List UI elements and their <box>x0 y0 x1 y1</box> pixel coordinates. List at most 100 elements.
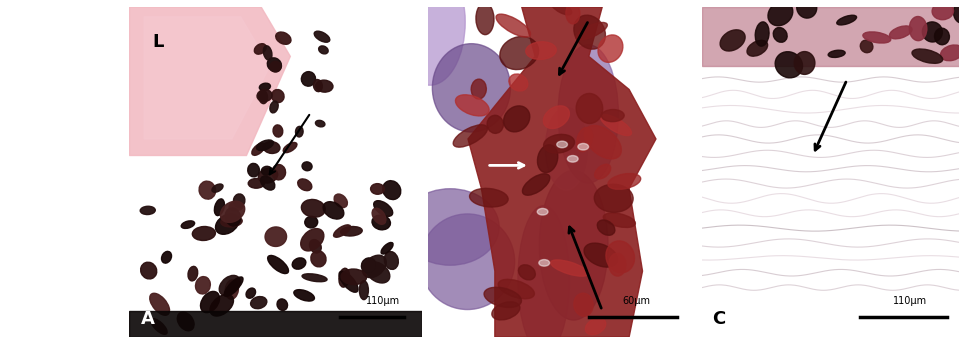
Ellipse shape <box>302 162 312 171</box>
Ellipse shape <box>150 293 170 315</box>
Ellipse shape <box>362 258 376 273</box>
Ellipse shape <box>909 17 926 41</box>
Text: 110μm: 110μm <box>366 296 401 306</box>
Ellipse shape <box>550 0 572 15</box>
Ellipse shape <box>608 173 641 189</box>
Ellipse shape <box>250 297 267 309</box>
Ellipse shape <box>257 90 272 101</box>
Ellipse shape <box>263 141 280 153</box>
Ellipse shape <box>454 125 487 147</box>
Ellipse shape <box>297 179 312 191</box>
Text: 110μm: 110μm <box>893 296 927 306</box>
Ellipse shape <box>471 79 486 99</box>
Ellipse shape <box>381 243 393 254</box>
Ellipse shape <box>247 163 259 177</box>
Ellipse shape <box>863 32 891 43</box>
Ellipse shape <box>248 179 265 188</box>
Ellipse shape <box>254 44 267 54</box>
Ellipse shape <box>225 280 239 299</box>
Ellipse shape <box>573 293 593 316</box>
Ellipse shape <box>310 239 321 253</box>
Ellipse shape <box>314 79 322 92</box>
Ellipse shape <box>269 101 278 113</box>
Ellipse shape <box>256 140 273 151</box>
Ellipse shape <box>340 226 363 236</box>
Ellipse shape <box>500 36 539 69</box>
Ellipse shape <box>196 277 210 294</box>
Ellipse shape <box>496 14 530 37</box>
Ellipse shape <box>601 109 624 122</box>
Polygon shape <box>702 7 959 66</box>
Ellipse shape <box>578 143 589 150</box>
Ellipse shape <box>261 176 275 190</box>
Ellipse shape <box>341 269 366 284</box>
Ellipse shape <box>470 189 508 207</box>
Ellipse shape <box>433 44 510 132</box>
Ellipse shape <box>756 22 769 46</box>
Ellipse shape <box>383 181 401 200</box>
Ellipse shape <box>385 251 398 269</box>
Ellipse shape <box>316 80 333 92</box>
Ellipse shape <box>268 58 282 72</box>
Ellipse shape <box>544 106 570 129</box>
Ellipse shape <box>372 208 386 224</box>
Ellipse shape <box>177 312 194 331</box>
Ellipse shape <box>216 214 239 234</box>
Ellipse shape <box>188 266 198 281</box>
Ellipse shape <box>498 279 534 299</box>
Ellipse shape <box>503 106 529 132</box>
Ellipse shape <box>923 22 943 42</box>
Ellipse shape <box>603 213 636 227</box>
Ellipse shape <box>258 168 278 183</box>
Ellipse shape <box>295 126 303 137</box>
Ellipse shape <box>401 189 500 265</box>
Ellipse shape <box>220 276 240 295</box>
Ellipse shape <box>339 268 350 287</box>
Ellipse shape <box>270 62 281 72</box>
Ellipse shape <box>151 319 167 334</box>
Ellipse shape <box>273 125 283 137</box>
Ellipse shape <box>797 0 817 18</box>
Ellipse shape <box>200 291 220 313</box>
Ellipse shape <box>912 49 943 63</box>
Ellipse shape <box>860 40 873 53</box>
Ellipse shape <box>395 0 465 85</box>
Ellipse shape <box>584 243 618 267</box>
Ellipse shape <box>568 155 578 162</box>
Ellipse shape <box>509 74 527 91</box>
Ellipse shape <box>794 52 815 74</box>
Ellipse shape <box>360 281 368 300</box>
Ellipse shape <box>837 15 856 25</box>
Ellipse shape <box>526 42 556 60</box>
Ellipse shape <box>224 277 243 296</box>
Ellipse shape <box>141 262 156 279</box>
Ellipse shape <box>316 120 325 127</box>
Ellipse shape <box>576 128 593 152</box>
Ellipse shape <box>264 46 272 60</box>
Ellipse shape <box>544 135 574 153</box>
Ellipse shape <box>934 28 949 45</box>
Ellipse shape <box>606 241 635 273</box>
Ellipse shape <box>370 184 385 194</box>
Ellipse shape <box>558 45 619 183</box>
Ellipse shape <box>584 126 621 159</box>
Text: L: L <box>152 33 164 51</box>
Ellipse shape <box>492 302 520 320</box>
Ellipse shape <box>932 2 953 20</box>
Ellipse shape <box>595 184 633 212</box>
Ellipse shape <box>252 143 265 155</box>
Ellipse shape <box>315 31 330 42</box>
Ellipse shape <box>600 115 632 136</box>
Ellipse shape <box>233 194 245 207</box>
Ellipse shape <box>225 208 241 226</box>
Ellipse shape <box>181 221 195 228</box>
Ellipse shape <box>283 142 297 153</box>
Ellipse shape <box>262 166 272 175</box>
Ellipse shape <box>193 226 216 240</box>
Ellipse shape <box>484 287 522 308</box>
Ellipse shape <box>365 262 389 283</box>
Ellipse shape <box>334 225 351 237</box>
Text: A: A <box>141 310 155 328</box>
Ellipse shape <box>305 216 317 228</box>
Ellipse shape <box>537 145 558 173</box>
